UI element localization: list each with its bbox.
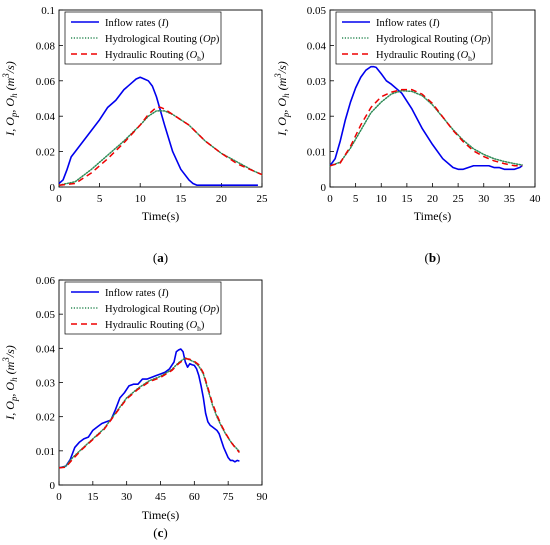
y-axis-label: I, Op, Oh (m3/s) <box>1 345 19 421</box>
legend-entry-1: Inflow rates (I) <box>376 18 440 29</box>
x-tick-label: 5 <box>97 193 103 205</box>
y-tick-label: 0.04 <box>36 343 56 355</box>
legend-entry-3: Hydraulic Routing (Oh) <box>105 50 205 63</box>
series-line-1 <box>329 65 523 171</box>
y-tick-label: 0.04 <box>36 111 56 123</box>
series-line-2 <box>58 357 241 469</box>
y-axis-label: I, Op, Oh (m3/s) <box>1 61 19 137</box>
legend-entry-2: Hydrological Routing (Op) <box>105 304 220 315</box>
y-tick-label: 0.1 <box>41 5 55 17</box>
x-tick-label: 20 <box>427 193 439 205</box>
x-tick-label: 15 <box>401 193 413 205</box>
series-line-2 <box>58 110 263 186</box>
y-axis-label: I, Op, Oh (m3/s) <box>273 61 291 137</box>
y-tick-label: 0.06 <box>36 76 56 88</box>
x-tick-label: 25 <box>453 193 465 205</box>
x-tick-label: 30 <box>121 491 133 503</box>
x-axis-label: Time(s) <box>414 209 452 223</box>
x-tick-label: 0 <box>56 193 62 205</box>
y-tick-label: 0.01 <box>36 446 55 458</box>
x-tick-label: 35 <box>504 193 516 205</box>
y-tick-label: 0 <box>50 480 56 492</box>
legend-entry-2: Hydrological Routing (Op) <box>376 34 491 45</box>
x-tick-label: 10 <box>135 193 147 205</box>
x-tick-label: 75 <box>223 491 235 503</box>
y-tick-label: 0.06 <box>36 275 56 287</box>
x-tick-label: 20 <box>216 193 228 205</box>
series-line-2 <box>329 89 523 167</box>
y-tick-label: 0.03 <box>36 378 56 390</box>
x-tick-label: 5 <box>353 193 359 205</box>
x-tick-label: 90 <box>257 491 269 503</box>
y-tick-label: 0.02 <box>307 111 326 123</box>
x-tick-label: 60 <box>189 491 201 503</box>
x-tick-label: 40 <box>530 193 542 205</box>
series-line-3 <box>58 106 263 186</box>
chart-panel-b: 0 5 10 15 20 25 30 35 40 0 0.01 0.02 0.03 0.04 0.05 Tim… <box>273 5 541 265</box>
y-tick-label: 0.01 <box>307 147 326 159</box>
panel-label: (a) <box>153 250 168 265</box>
series-line-1 <box>58 76 258 187</box>
x-tick-label: 0 <box>327 193 333 205</box>
y-tick-label: 0.02 <box>36 147 55 159</box>
y-tick-label: 0.08 <box>36 40 56 52</box>
legend-entry-3: Hydraulic Routing (Oh) <box>376 50 476 63</box>
panel-label: (b) <box>425 250 441 265</box>
series-line-3 <box>58 357 241 469</box>
chart-panel-a: 0 5 10 15 20 25 0 0.02 0.04 0.06 0.08 0.1 Time(s) I, … <box>1 5 268 265</box>
x-tick-label: 30 <box>478 193 490 205</box>
y-tick-label: 0.05 <box>307 5 327 17</box>
panel-label: (c) <box>153 525 167 540</box>
x-tick-label: 10 <box>376 193 388 205</box>
chart-panel-c: 0 15 30 45 60 75 90 0 0.01 0.02 0.03 0.04 0.05 0.06 Ti… <box>1 275 268 540</box>
legend-entry-3: Hydraulic Routing (Oh) <box>105 320 205 333</box>
x-tick-label: 15 <box>175 193 187 205</box>
y-tick-label: 0 <box>321 182 327 194</box>
x-axis-label: Time(s) <box>142 209 180 223</box>
y-tick-label: 0.04 <box>307 40 327 52</box>
plot-frame <box>58 9 263 188</box>
x-tick-label: 15 <box>87 491 99 503</box>
series-line-1 <box>58 348 240 469</box>
y-tick-label: 0.05 <box>36 309 56 321</box>
y-tick-label: 0.02 <box>36 412 55 424</box>
x-axis-label: Time(s) <box>142 508 180 522</box>
legend-entry-2: Hydrological Routing (Op) <box>105 34 220 45</box>
x-tick-label: 25 <box>257 193 269 205</box>
legend-entry-1: Inflow rates (I) <box>105 18 169 29</box>
y-tick-label: 0.03 <box>307 76 327 88</box>
x-tick-label: 0 <box>56 491 62 503</box>
legend-entry-1: Inflow rates (I) <box>105 288 169 299</box>
x-tick-label: 45 <box>155 491 167 503</box>
y-tick-label: 0 <box>50 182 56 194</box>
series-line-3 <box>329 88 523 167</box>
